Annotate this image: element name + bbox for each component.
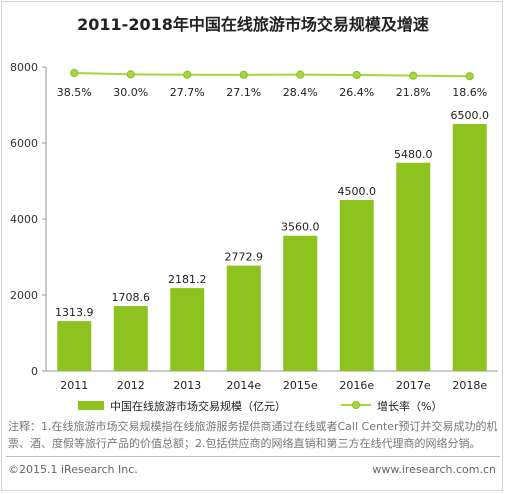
growth-value-label: 30.0% xyxy=(113,86,148,99)
bar-value-label: 3560.0 xyxy=(281,221,320,234)
growth-point xyxy=(409,71,418,80)
growth-point xyxy=(352,70,361,80)
bar xyxy=(396,162,431,371)
bar xyxy=(170,288,205,371)
chart-notes: 注释：1.在线旅游市场交易规模指在线旅游服务提供商通过在线或者Call Cent… xyxy=(8,420,498,450)
y-tick-label: 8000 xyxy=(10,61,38,74)
bar-value-label: 1313.9 xyxy=(55,306,94,319)
bar xyxy=(452,124,487,371)
bar xyxy=(113,306,148,371)
bar-value-label: 6500.0 xyxy=(451,109,490,122)
website-text: www.iresearch.com.cn xyxy=(372,463,496,476)
chart-title: 2011-2018年中国在线旅游市场交易规模及增速 xyxy=(77,15,429,34)
growth-value-label: 27.7% xyxy=(170,86,205,99)
bar-value-label: 1708.6 xyxy=(112,291,151,304)
growth-point xyxy=(296,70,305,79)
legend: 中国在线旅游市场交易规模（亿元） 增长率（%） xyxy=(78,399,442,413)
bar-series: 1313.9 2011 1708.6 2012 2181.2 2013 2772.9 2014… xyxy=(55,109,489,392)
bar xyxy=(339,200,374,371)
growth-point xyxy=(239,70,248,79)
growth-value-label: 21.8% xyxy=(396,86,431,99)
footer-divider xyxy=(6,456,500,457)
bar xyxy=(226,265,261,371)
x-tick-label: 2015e xyxy=(283,379,318,392)
x-tick-label: 2013 xyxy=(173,379,201,392)
bar-value-label: 2772.9 xyxy=(225,251,264,264)
bar xyxy=(283,235,318,371)
growth-value-label: 38.5% xyxy=(57,86,92,99)
x-tick-label: 2018e xyxy=(452,379,487,392)
growth-value-label: 18.6% xyxy=(452,86,487,99)
x-tick-label: 2016e xyxy=(339,379,374,392)
x-tick-label: 2012 xyxy=(117,379,145,392)
growth-point xyxy=(183,70,192,79)
legend-bar-label: 中国在线旅游市场交易规模（亿元） xyxy=(110,399,286,413)
y-tick-label: 2000 xyxy=(10,289,38,302)
growth-point xyxy=(465,72,474,81)
bar-value-label: 4500.0 xyxy=(338,185,377,198)
legend-line-label: 增长率（%） xyxy=(377,399,442,413)
growth-value-label: 28.4% xyxy=(283,86,318,99)
y-tick-label: 0 xyxy=(31,365,38,378)
y-tick-label: 4000 xyxy=(10,213,38,226)
x-tick-label: 2014e xyxy=(226,379,261,392)
legend-bar-swatch xyxy=(78,401,104,410)
growth-line xyxy=(74,72,470,78)
bar-value-label: 5480.0 xyxy=(394,148,433,161)
growth-point xyxy=(70,68,79,78)
growth-point xyxy=(126,70,135,79)
growth-value-label: 27.1% xyxy=(226,86,261,99)
copyright-text: ©2015.1 iResearch Inc. xyxy=(8,463,138,476)
y-tick-label: 6000 xyxy=(10,137,38,150)
bar-value-label: 2181.2 xyxy=(168,273,207,286)
x-tick-label: 2017e xyxy=(396,379,431,392)
growth-value-label: 26.4% xyxy=(339,86,374,99)
legend-line-marker xyxy=(351,400,361,410)
growth-line-series: 38.5% 30.0% 27.7% 27.1% 28.4% 26.4% 21.8% 18.6% xyxy=(57,68,487,99)
bar xyxy=(57,321,92,371)
x-tick-label: 2011 xyxy=(60,379,88,392)
